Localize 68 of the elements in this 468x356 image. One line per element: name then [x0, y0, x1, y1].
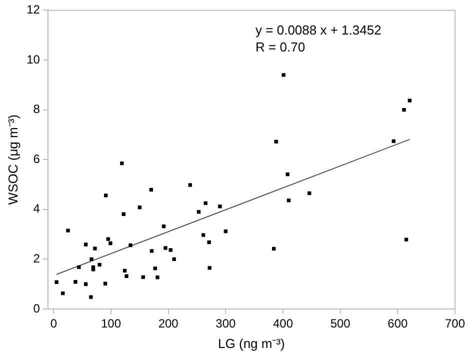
point: [404, 238, 408, 242]
point: [103, 282, 108, 286]
point: [149, 188, 153, 192]
x-tick-label: 500: [330, 316, 351, 331]
annotation: y = 0.0088 x + 1.3452: [256, 22, 382, 38]
point: [150, 249, 154, 253]
point: [282, 73, 286, 77]
y-tick-label: 0: [33, 301, 40, 316]
point: [208, 266, 212, 270]
x-tick-label: 0: [50, 316, 58, 331]
point: [162, 224, 166, 228]
point: [128, 243, 132, 248]
point: [90, 257, 94, 262]
point: [106, 237, 110, 241]
point: [286, 198, 291, 202]
point: [207, 240, 211, 244]
y-tick-label: 12: [26, 2, 40, 17]
point: [188, 183, 192, 187]
y-tick-label: 10: [26, 52, 40, 66]
y-tick-label: 2: [33, 252, 40, 266]
point: [104, 194, 108, 198]
point: [274, 140, 278, 144]
point: [91, 268, 96, 272]
point: [89, 295, 93, 299]
y-tick-label: 8: [33, 102, 40, 116]
annotation: R = 0.70: [256, 39, 306, 54]
point: [54, 280, 58, 284]
point: [272, 246, 276, 251]
x-tick-label: 200: [158, 316, 179, 331]
x-tick-label: 300: [216, 316, 236, 331]
point: [164, 246, 168, 250]
point: [196, 210, 201, 214]
point: [218, 204, 222, 208]
point: [84, 242, 88, 246]
point: [308, 191, 312, 196]
x-tick-label: 700: [444, 316, 466, 331]
x-tick-label: 600: [388, 316, 408, 331]
y-tick-label: 6: [33, 152, 40, 166]
point: [204, 201, 208, 206]
x-tick-label: 400: [272, 316, 294, 331]
point: [120, 161, 124, 166]
point: [168, 248, 172, 252]
point: [61, 291, 65, 296]
point: [141, 275, 145, 279]
point: [156, 276, 160, 280]
x-tick-label: 100: [100, 316, 122, 331]
point: [108, 241, 112, 246]
point: [84, 282, 88, 286]
point: [172, 257, 176, 262]
point: [153, 266, 157, 270]
point: [93, 246, 97, 250]
point: [122, 268, 127, 272]
point: [224, 229, 228, 234]
point: [124, 274, 128, 278]
point: [98, 262, 102, 267]
point: [122, 212, 126, 216]
point: [138, 206, 142, 210]
point: [201, 233, 206, 237]
point: [408, 98, 412, 102]
y-tick-label: 4: [33, 202, 40, 216]
point: [402, 108, 406, 112]
x-axis-title: LG (ng m⁻³): [218, 336, 285, 351]
point: [77, 265, 81, 270]
point: [392, 139, 396, 144]
point: [286, 172, 290, 176]
y-axis-title: WSOC (μg m⁻³): [5, 114, 20, 205]
point: [66, 228, 70, 232]
point: [74, 280, 78, 284]
